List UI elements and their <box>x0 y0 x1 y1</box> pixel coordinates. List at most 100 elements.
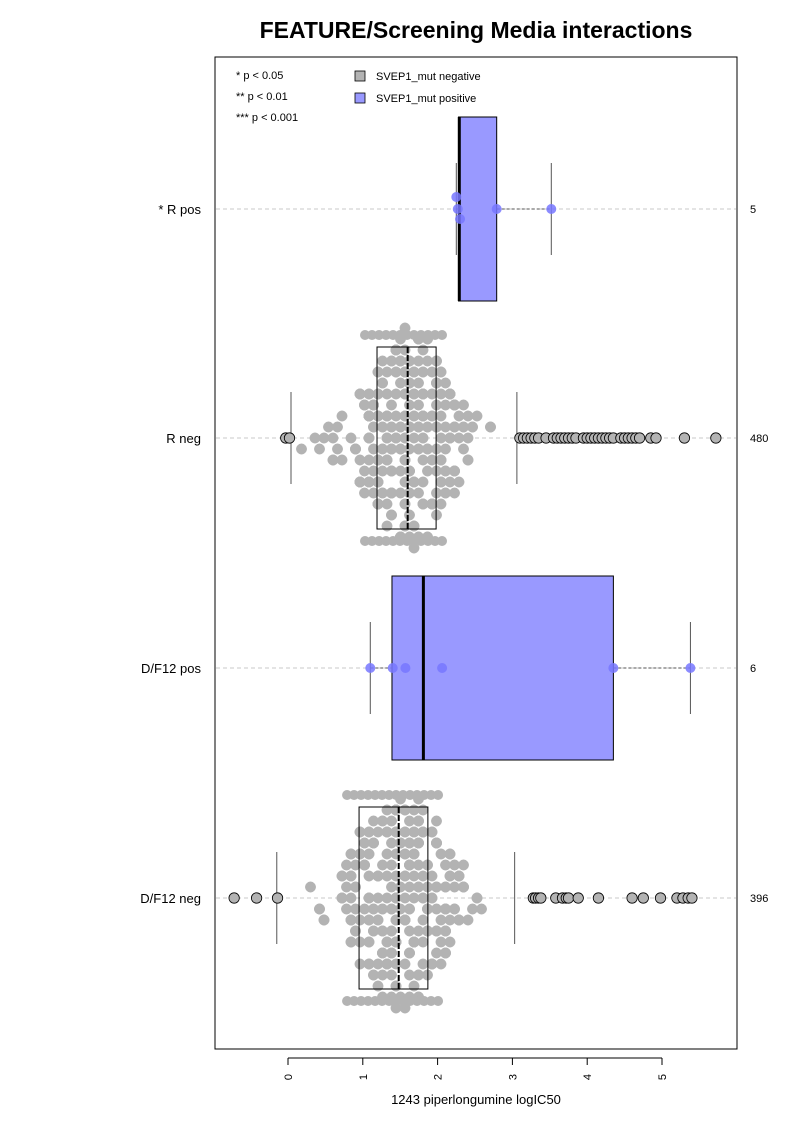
data-point <box>444 936 456 948</box>
data-point <box>350 925 361 937</box>
data-point <box>440 487 451 499</box>
data-point <box>440 859 451 871</box>
data-point <box>462 454 474 466</box>
data-point <box>413 399 424 411</box>
data-point <box>368 399 379 411</box>
data-point <box>377 377 388 389</box>
data-point <box>417 914 429 926</box>
data-point <box>374 330 385 340</box>
data-point <box>305 881 316 893</box>
x-tick-label: 4 <box>582 1074 594 1080</box>
chart-title: FEATURE/Screening Media interactions <box>260 17 693 43</box>
data-point <box>386 399 397 411</box>
data-point <box>546 204 557 214</box>
data-point <box>417 432 429 444</box>
data-point <box>426 790 437 800</box>
data-point <box>417 344 429 356</box>
outlier-point <box>686 892 698 904</box>
data-point <box>384 996 395 1006</box>
legend-swatch <box>354 92 366 104</box>
group-label: D/F12 pos <box>141 661 201 676</box>
data-point <box>363 432 375 444</box>
box <box>358 806 429 990</box>
data-point <box>391 996 402 1006</box>
data-point <box>437 536 448 546</box>
data-point <box>363 892 375 904</box>
data-point <box>381 958 393 970</box>
data-point <box>377 421 388 433</box>
data-point <box>359 859 370 871</box>
data-point <box>471 410 483 422</box>
data-point <box>440 399 451 411</box>
x-axis-label: 1243 piperlongumine logIC50 <box>391 1092 561 1107</box>
data-point <box>419 996 430 1006</box>
outlier-point <box>626 892 638 904</box>
data-point <box>368 969 379 981</box>
data-point <box>485 421 496 433</box>
data-point <box>400 663 411 673</box>
data-point <box>318 914 330 926</box>
data-point <box>363 410 375 422</box>
data-point <box>430 536 441 546</box>
data-point <box>398 996 409 1006</box>
data-point <box>384 790 395 800</box>
data-point <box>404 859 415 871</box>
outlier-point <box>678 432 691 444</box>
outlier-point <box>633 432 646 444</box>
data-point <box>395 330 406 340</box>
outlier-point <box>271 892 284 904</box>
data-point <box>444 432 456 444</box>
data-point <box>336 892 348 904</box>
data-point <box>395 837 406 849</box>
outlier-point <box>637 892 649 904</box>
data-point <box>458 881 469 893</box>
data-point <box>423 330 434 340</box>
data-point <box>426 454 438 466</box>
data-point <box>491 204 502 214</box>
data-point <box>399 958 411 970</box>
data-point <box>359 837 370 849</box>
data-point <box>368 487 379 499</box>
data-point <box>417 958 429 970</box>
data-point <box>416 536 427 546</box>
group-label: D/F12 neg <box>140 891 201 906</box>
data-point <box>390 388 402 400</box>
outlier-point <box>650 432 662 444</box>
data-point <box>426 892 438 904</box>
data-point <box>377 443 388 455</box>
data-point <box>453 476 465 488</box>
data-point <box>444 388 456 400</box>
data-point <box>458 399 469 411</box>
data-point <box>405 790 416 800</box>
data-point <box>431 881 442 893</box>
data-point <box>336 454 348 466</box>
x-tick-label: 5 <box>657 1074 669 1080</box>
data-point <box>341 881 352 893</box>
data-point <box>386 355 397 367</box>
data-point <box>413 837 424 849</box>
group-label: R neg <box>166 431 201 446</box>
data-point <box>367 330 378 340</box>
data-point <box>345 870 357 882</box>
outlier-point <box>283 432 296 444</box>
data-point <box>408 936 420 948</box>
x-tick-label: 0 <box>283 1074 295 1080</box>
data-point <box>381 536 392 546</box>
data-point <box>408 980 420 992</box>
significance-legend-item: * p < 0.05 <box>236 70 283 82</box>
data-point <box>386 487 397 499</box>
data-point <box>404 355 415 367</box>
data-point <box>413 881 424 893</box>
data-point <box>413 969 424 981</box>
data-point <box>423 536 434 546</box>
data-point <box>412 790 423 800</box>
data-point <box>377 996 388 1006</box>
x-tick-label: 2 <box>433 1074 445 1080</box>
data-point <box>431 815 442 827</box>
data-point <box>399 848 411 860</box>
data-point <box>408 520 420 532</box>
outlier-point <box>654 892 667 904</box>
data-point <box>332 443 343 455</box>
data-point <box>402 330 413 340</box>
outlier-point <box>250 892 263 904</box>
